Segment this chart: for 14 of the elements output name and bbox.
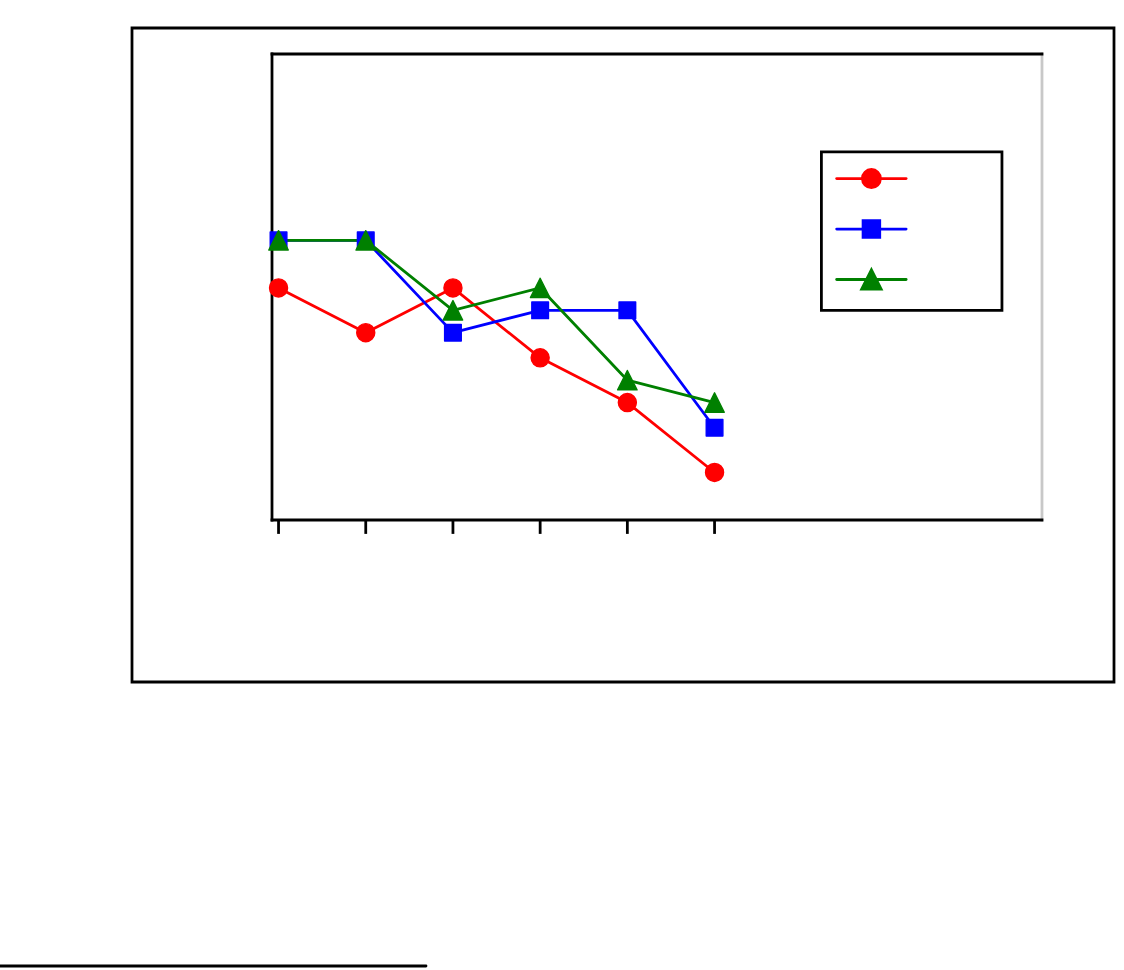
point (442, 299, 464, 321)
point (705, 418, 724, 437)
point (616, 369, 638, 391)
point (268, 278, 289, 298)
point (704, 462, 725, 483)
point (530, 348, 550, 368)
point (618, 301, 637, 320)
point (443, 278, 463, 298)
point (531, 301, 550, 320)
point (704, 392, 725, 413)
point (356, 322, 376, 343)
point (617, 392, 638, 413)
point (443, 323, 462, 342)
point (529, 277, 551, 299)
